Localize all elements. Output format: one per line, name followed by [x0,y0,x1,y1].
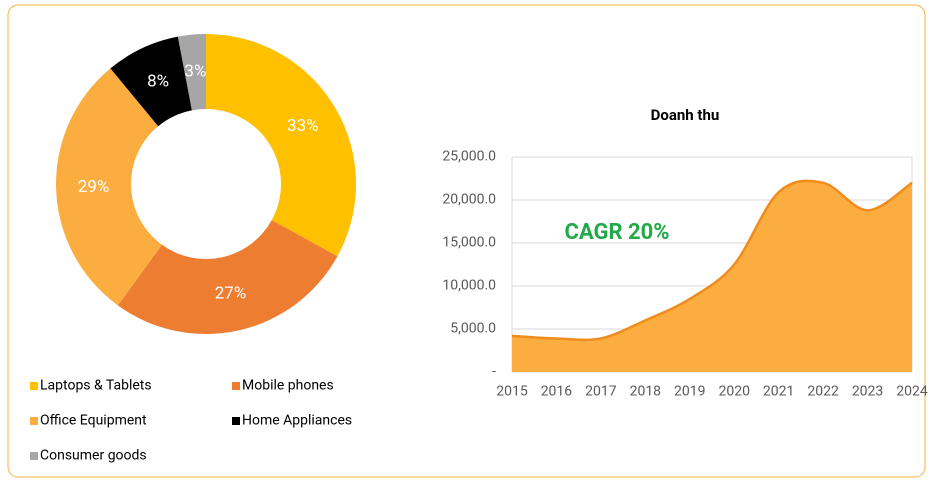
frame [7,4,926,478]
x-tick-label: 2021 [763,384,794,400]
slice-label: 29% [78,177,110,197]
annotation: CAGR 20% [564,220,669,245]
legend-swatch [30,417,38,425]
donut-slice [117,220,338,334]
legend-label: Mobile phones [242,378,334,394]
legend-label: Laptops & Tablets [40,378,152,394]
legend-swatch [30,382,38,390]
y-tick-label: 5,000.0 [450,321,496,337]
y-tick-label: 10,000.0 [442,278,496,294]
x-tick-label: 2023 [852,384,883,400]
x-tick-label: 2017 [585,384,617,400]
legend-label: Office Equipment [40,413,147,429]
x-tick-label: 2019 [674,384,705,400]
x-tick-label: 2018 [630,384,662,400]
legend-label: Consumer goods [40,448,147,464]
donut-slice [110,36,192,127]
donut-slice [177,34,206,111]
legend-swatch [30,452,38,460]
y-tick-label: 15,000.0 [442,235,496,251]
legend-label: Home Appliances [242,413,352,429]
slice-label: 3% [184,61,206,81]
area [512,180,912,372]
slice-label: 27% [215,283,247,303]
x-tick-label: 2024 [896,384,928,400]
y-tick-label: - [492,364,496,380]
area-line [511,179,913,342]
x-tick-label: 2022 [807,384,839,400]
slice-label: 8% [147,72,169,92]
legend-swatch [232,417,240,425]
legend-swatch [232,382,240,390]
x-tick-label: 2016 [541,384,573,400]
slice-label: 33% [287,116,319,136]
donut-slice [206,34,356,257]
donut-slice [56,68,162,306]
chart-title: Doanh thu [651,106,720,124]
y-tick-label: 25,000.0 [442,149,496,165]
x-tick-label: 2015 [496,384,528,400]
y-tick-label: 20,000.0 [442,192,496,208]
x-tick-label: 2020 [718,384,750,400]
